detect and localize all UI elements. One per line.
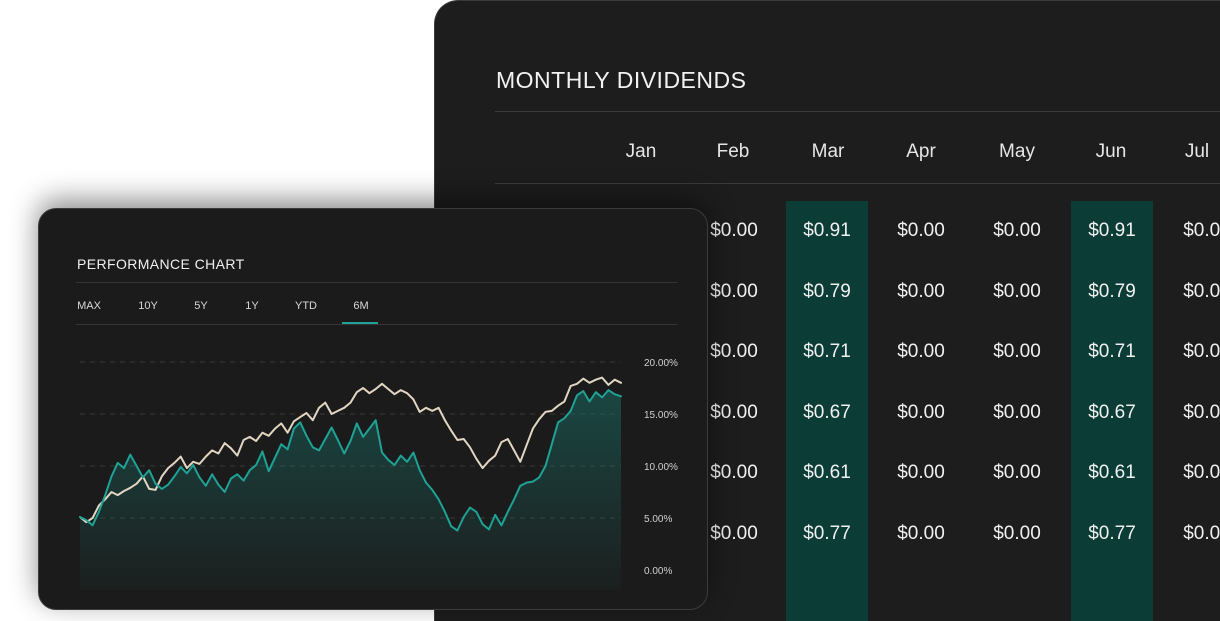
dividend-cell: $0.00 <box>897 280 945 302</box>
dividend-cell: $0.79 <box>1088 280 1136 302</box>
y-tick-label: 5.00% <box>644 514 672 525</box>
month-header-may: May <box>999 141 1035 162</box>
range-tab-6m[interactable]: 6M <box>353 300 369 312</box>
dividend-cell: $0.61 <box>803 462 851 483</box>
active-tab-indicator <box>342 322 378 324</box>
highlight-column-mar <box>786 201 868 621</box>
month-header-feb: Feb <box>716 141 750 162</box>
dividend-cell: $0.00 <box>993 280 1041 302</box>
performance-title: PERFORMANCE CHART <box>77 256 245 272</box>
dividend-cell: $0.67 <box>1088 401 1136 423</box>
dividend-cell: $0.00 <box>993 401 1041 423</box>
dividend-cell: $0.79 <box>803 280 851 302</box>
dividend-cell: $0.00 <box>1183 401 1220 423</box>
dividend-cell: $0.00 <box>993 462 1041 483</box>
dividend-cell: $0.71 <box>1088 341 1136 362</box>
dividend-cell: $0.00 <box>710 462 758 483</box>
range-tab-max[interactable]: MAX <box>77 300 101 312</box>
dividend-cell: $0.67 <box>803 401 851 423</box>
dividends-title: MONTHLY DIVIDENDS <box>496 67 747 93</box>
dividend-cell: $0.77 <box>803 522 851 544</box>
series-line-1 <box>79 389 622 532</box>
divider <box>495 183 1220 184</box>
range-tab-10y[interactable]: 10Y <box>138 300 158 312</box>
dividend-cell: $0.91 <box>803 220 851 241</box>
dividend-cell: $0.00 <box>1183 522 1220 544</box>
dividend-cell: $0.00 <box>897 341 945 362</box>
month-header-jul: Jul <box>1184 141 1210 162</box>
divider <box>495 111 1220 112</box>
dividend-cell: $0.00 <box>897 401 945 423</box>
dividend-cell: $0.00 <box>1183 341 1220 362</box>
y-tick-label: 20.00% <box>644 358 678 369</box>
range-tab-1y[interactable]: 1Y <box>245 300 259 312</box>
dividend-cell: $0.00 <box>710 220 758 241</box>
dividend-cell: $0.00 <box>710 341 758 362</box>
divider <box>76 324 677 325</box>
month-header-jun: Jun <box>1095 141 1127 162</box>
series-line-2 <box>79 376 622 524</box>
range-tab-5y[interactable]: 5Y <box>194 300 208 312</box>
highlight-column-jun <box>1071 201 1153 621</box>
performance-line-chart: 20.00% 15.00% 10.00% 5.00% 0.00% <box>79 358 678 590</box>
divider <box>76 282 677 283</box>
y-tick-label: 10.00% <box>644 462 678 473</box>
dividend-cell: $0.00 <box>993 220 1041 241</box>
performance-chart-panel: PERFORMANCE CHART MAX 10Y 5Y 1Y YTD 6M 2… <box>38 208 708 610</box>
y-tick-label: 15.00% <box>644 410 678 421</box>
month-header-apr: Apr <box>906 141 936 162</box>
month-header-mar: Mar <box>811 141 845 162</box>
month-header-jan: Jan <box>625 141 657 162</box>
range-tab-ytd[interactable]: YTD <box>295 300 317 312</box>
dividend-cell: $0.00 <box>897 462 945 483</box>
y-tick-label: 0.00% <box>644 566 672 577</box>
dividend-cell: $0.00 <box>993 522 1041 544</box>
dividend-cell: $0.71 <box>803 341 851 362</box>
dividend-cell: $0.00 <box>1183 280 1220 302</box>
dividend-cell: $0.00 <box>710 280 758 302</box>
dividend-cell: $0.00 <box>897 522 945 544</box>
dividend-cell: $0.00 <box>897 220 945 241</box>
dividend-cell: $0.91 <box>1088 220 1136 241</box>
dividend-cell: $0.00 <box>710 401 758 423</box>
dividend-cell: $0.00 <box>710 522 758 544</box>
series-area-1 <box>80 390 621 590</box>
dividend-cell: $0.00 <box>993 341 1041 362</box>
dividend-cell: $0.77 <box>1088 522 1136 544</box>
dividend-cell: $0.61 <box>1088 462 1136 483</box>
dividend-cell: $0.00 <box>1183 462 1220 483</box>
dividend-cell: $0.00 <box>1183 220 1220 241</box>
